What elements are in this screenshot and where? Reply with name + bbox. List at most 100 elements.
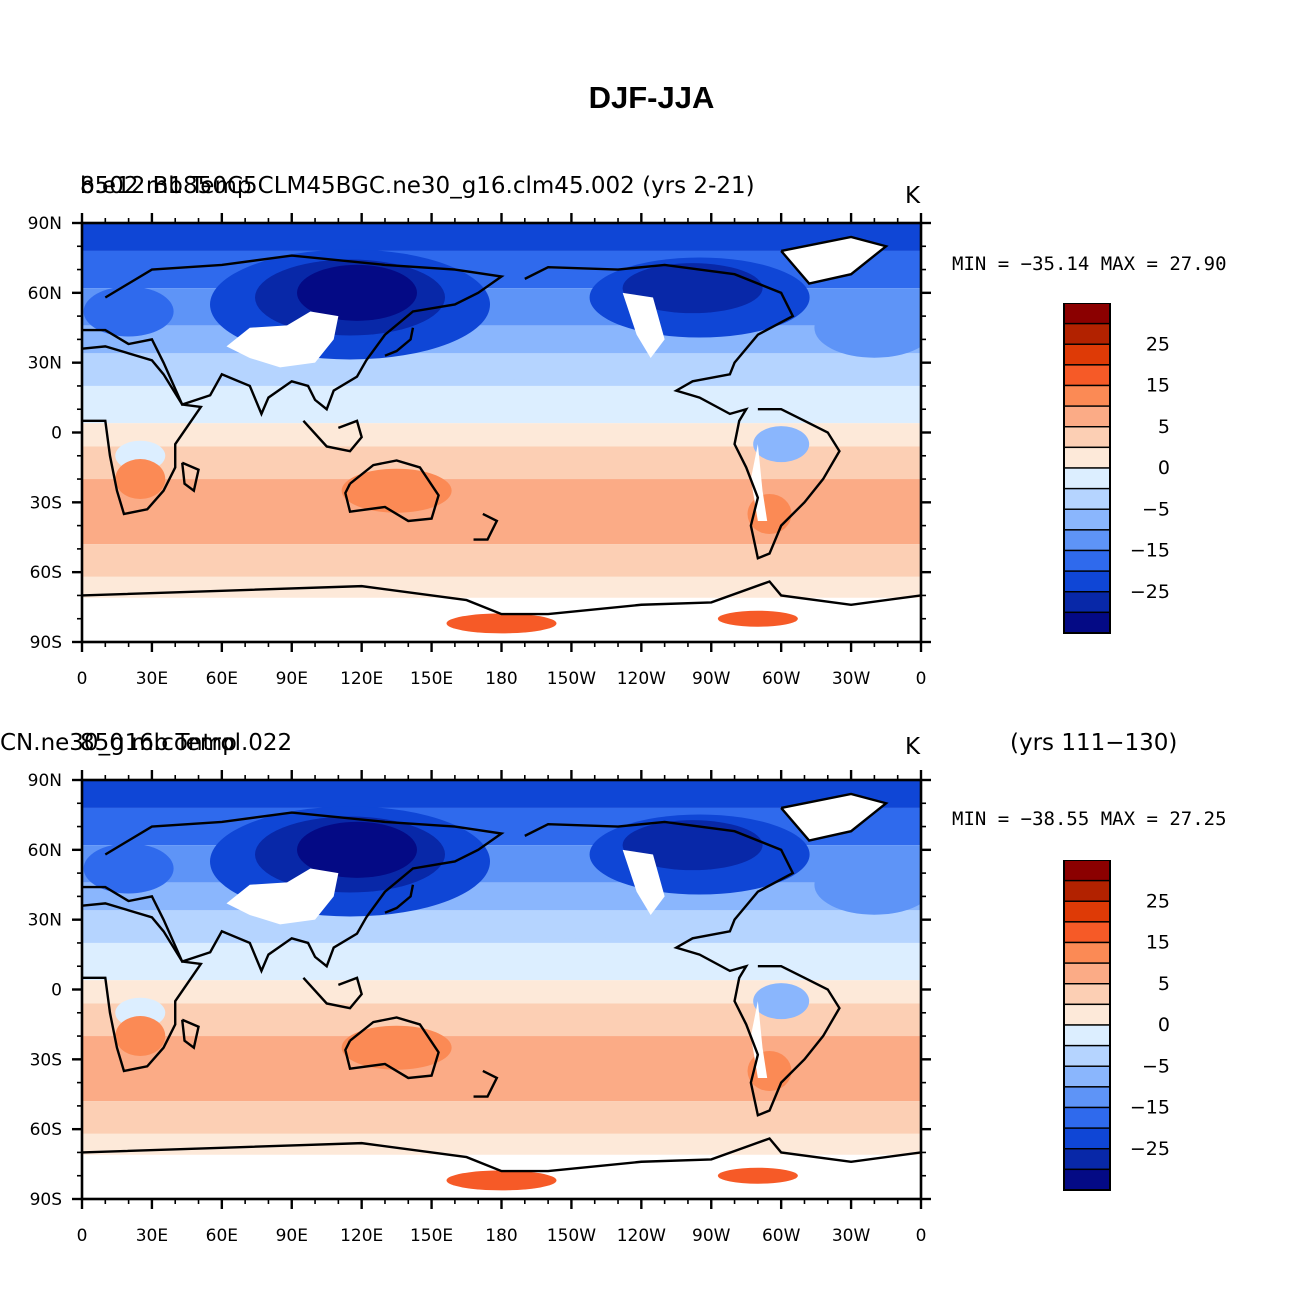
coast-eurasia xyxy=(82,811,505,974)
lat-label: 90S xyxy=(30,633,62,653)
coast-madagascar xyxy=(181,1018,200,1050)
colorbar-box xyxy=(1063,941,1111,964)
colorbar-box xyxy=(1063,1024,1111,1047)
contour-band xyxy=(82,223,921,251)
coast-japan xyxy=(384,327,415,357)
lat-label: 90N xyxy=(28,214,62,234)
coast-eurasia xyxy=(82,254,505,417)
contour-band xyxy=(82,544,921,577)
andes-mask xyxy=(750,1001,768,1078)
lat-label: 30N xyxy=(28,911,62,931)
colorbar-label: −5 xyxy=(1142,1055,1170,1077)
map-plot: 90N 60N 30N 0 30S 60S 90S 0 30E 60E 90E 120E 150E 180… xyxy=(28,213,931,689)
coast-greenland xyxy=(780,792,889,842)
colorbar-box xyxy=(1063,1168,1111,1191)
warm-antarctic xyxy=(446,613,557,634)
coast-japan xyxy=(384,884,415,914)
warm-antarctic xyxy=(717,610,798,627)
panel-center-string: (yrs 111−130) xyxy=(1010,730,1178,756)
lon-label: 150E xyxy=(410,1226,453,1246)
coast-indonesia xyxy=(302,419,363,453)
min-max-text: MIN = −35.14 MAX = 27.90 xyxy=(952,253,1227,275)
lat-label: 0 xyxy=(51,981,62,1001)
coast-africa xyxy=(82,902,203,1073)
colorbar: 25 15 5 0 −5 −15 −25 xyxy=(1063,860,1170,1191)
lon-label: 30W xyxy=(832,1226,871,1246)
lon-label: 60E xyxy=(206,1226,238,1246)
coast-antarctica xyxy=(82,1137,921,1173)
map-panel-top: 8502 mb Temp b.e12.B1850C5CLM45BGC.ne30_… xyxy=(0,165,1303,725)
contour-blob xyxy=(83,286,174,337)
lon-label: 150E xyxy=(410,669,453,689)
contour-fill xyxy=(82,780,921,1199)
panel-units: K xyxy=(905,183,921,209)
cold-pool-asia xyxy=(297,821,418,878)
contour-band xyxy=(82,1101,921,1134)
greenland-mask xyxy=(781,793,887,841)
colorbar-box xyxy=(1063,529,1111,552)
colorbar-box xyxy=(1063,426,1111,449)
lon-label: 60E xyxy=(206,669,238,689)
lat-label: 60N xyxy=(28,284,62,304)
coast-africa xyxy=(82,345,203,516)
cold-pool-america xyxy=(622,263,763,314)
coast-indonesia xyxy=(302,976,363,1010)
lat-label: 60N xyxy=(28,841,62,861)
colorbar-box xyxy=(1063,1127,1111,1150)
colorbar-box xyxy=(1063,364,1111,387)
coast-australia xyxy=(344,1016,440,1080)
map-panel-bottom: CN.ne30_g16.control.022 850 mb Temp (yrs… xyxy=(0,722,1303,1282)
coast-americas xyxy=(524,820,841,1117)
figure-title: DJF-JJA xyxy=(588,80,715,115)
panel-units: K xyxy=(905,734,921,760)
contour-band xyxy=(82,325,921,354)
contour-band xyxy=(82,980,921,1004)
colorbar-frame xyxy=(1063,303,1111,634)
contour-blob xyxy=(461,910,682,939)
colorbar-box xyxy=(1063,1065,1111,1088)
colorbar-box xyxy=(1063,508,1111,531)
contour-blob xyxy=(83,843,174,894)
colorbar: 25 15 5 0 −5 −15 −25 xyxy=(1063,303,1170,634)
colorbar-box xyxy=(1063,322,1111,345)
colorbar-box xyxy=(1063,611,1111,634)
coastlines xyxy=(82,792,921,1173)
contour-blob xyxy=(814,297,921,358)
cold-pool-asia xyxy=(297,264,418,321)
lon-label: 180 xyxy=(485,669,517,689)
coast-newzealand xyxy=(473,512,499,541)
lon-label: 180 xyxy=(485,1226,517,1246)
cold-pool-america xyxy=(622,820,763,871)
tibet-mask xyxy=(226,868,339,925)
colorbar-label: 25 xyxy=(1146,890,1170,912)
warm-africa xyxy=(115,1016,166,1057)
colorbar-box xyxy=(1063,303,1111,325)
colorbar-box xyxy=(1063,860,1111,882)
panel-left-string: CN.ne30_g16.control.022 xyxy=(0,730,293,756)
colorbar-box xyxy=(1063,487,1111,510)
lat-label: 60S xyxy=(30,563,62,583)
greenland-mask xyxy=(781,236,887,284)
lon-label: 150W xyxy=(547,669,596,689)
warm-antarctic xyxy=(446,1170,557,1191)
colorbar-label: −25 xyxy=(1130,581,1170,603)
colorbar-label: −5 xyxy=(1142,498,1170,520)
tibet-mask xyxy=(226,311,339,368)
lon-label: 150W xyxy=(547,1226,596,1246)
lon-label: 0 xyxy=(77,1226,88,1246)
colorbar-box xyxy=(1063,900,1111,923)
lon-label: 90E xyxy=(276,669,308,689)
lat-label: 30S xyxy=(30,493,62,513)
colorbar-label: 5 xyxy=(1158,973,1170,995)
lon-label: 30E xyxy=(136,1226,168,1246)
colorbar-box xyxy=(1063,921,1111,944)
colorbar-box xyxy=(1063,1106,1111,1129)
coast-australia xyxy=(344,459,440,523)
rockies-mask xyxy=(622,292,665,359)
warm-africa xyxy=(115,459,166,500)
colorbar-box xyxy=(1063,591,1111,614)
colorbar-box xyxy=(1063,983,1111,1006)
colorbar-box xyxy=(1063,343,1111,366)
coast-newzealand xyxy=(473,1069,499,1098)
coastlines xyxy=(82,235,921,616)
